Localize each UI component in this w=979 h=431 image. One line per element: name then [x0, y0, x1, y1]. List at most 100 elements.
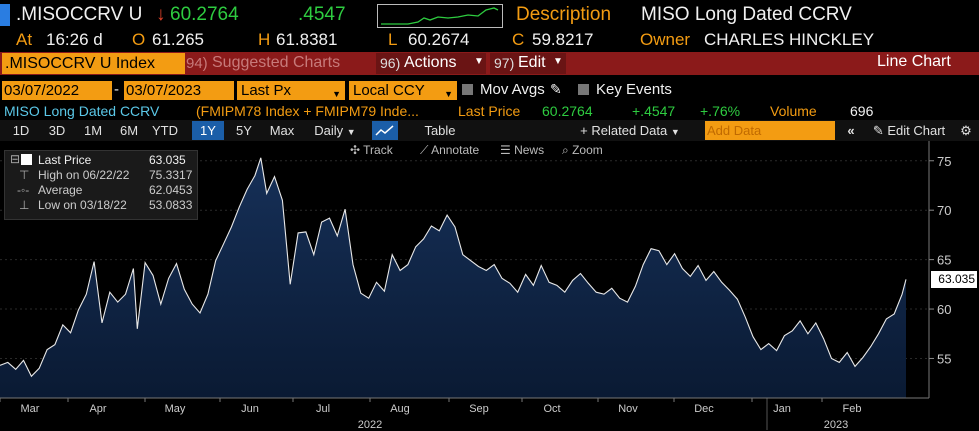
edit-label: Edit [518, 54, 546, 71]
chart-tool-label: Zoom [572, 143, 603, 157]
add-data-input[interactable]: Add Data [705, 121, 835, 140]
key-events-checkbox[interactable] [578, 84, 589, 95]
last-price-label: Last Price [458, 103, 521, 119]
net-change: .4547 [298, 4, 346, 25]
average-marker-icon: -◦- [17, 183, 30, 197]
series-formula: (FMIPM78 Index + FMIPM79 Inde... [196, 103, 419, 119]
key-events-label[interactable]: Key Events [596, 81, 672, 98]
low-value: 60.2674 [408, 30, 470, 49]
period-button-3d[interactable]: 3D [48, 123, 66, 138]
mov-avgs-checkbox[interactable] [462, 84, 473, 95]
gear-icon[interactable]: ⚙ [960, 123, 972, 138]
stats-low-value: 53.0833 [149, 198, 193, 212]
date-range-dash: - [114, 81, 119, 98]
chart-tool-annotate[interactable]: ⟋ Annotate [420, 143, 479, 158]
pencil-icon: ✎ [872, 123, 888, 138]
x-tick-label: May [165, 403, 186, 415]
related-data-label: + Related Data [580, 123, 668, 138]
line-chart-icon-path [375, 125, 394, 136]
quote-time: 16:26 d [46, 30, 103, 49]
track-icon: ✣ [350, 143, 364, 157]
suggested-charts-button[interactable]: Suggested Charts [212, 54, 341, 71]
owner-value: CHARLES HINCKLEY [704, 30, 875, 49]
suggested-charts-num: 94) [186, 55, 208, 72]
annotate-icon: ⟋ [420, 143, 432, 157]
mov-avgs-label[interactable]: Mov Avgs [480, 81, 545, 98]
stats-avg-label: Average [38, 183, 83, 197]
chart-tool-track[interactable]: ✣ Track [350, 143, 393, 157]
year-label: 2022 [358, 419, 382, 431]
x-tick-label: Mar [21, 403, 40, 415]
period-button-5y[interactable]: 5Y [236, 123, 252, 138]
edit-chart-button[interactable]: ✎ Edit Chart [864, 121, 954, 140]
last-price-value: 60.2764 [542, 103, 593, 119]
close-label: C [512, 30, 525, 49]
ticker[interactable]: .MISOCCRV U [16, 4, 143, 25]
chart-tool-zoom[interactable]: ⌕ Zoom [562, 143, 603, 158]
chart-tool-label: Annotate [431, 143, 480, 157]
low-label: L [388, 30, 398, 49]
y-tick-label: 65 [937, 253, 951, 268]
minus-icon[interactable]: ⊟ [10, 152, 21, 166]
field-selector-label: Last Px [241, 82, 292, 99]
x-tick-label: Jan [773, 403, 791, 415]
stats-high-value: 75.3317 [149, 168, 193, 182]
close-value: 59.8217 [532, 30, 594, 49]
series-legend-line: MISO Long Dated CCRV (FMIPM78 Index + FM… [0, 102, 979, 120]
period-button-1d[interactable]: 1D [12, 123, 30, 138]
actions-menu[interactable]: 96) Actions ▼ [376, 53, 486, 74]
low-marker-icon: ⊥ [19, 198, 30, 212]
x-tick-label: Nov [618, 403, 638, 415]
price-chart[interactable]: 55 60 65 70 75 Mar Apr May Jun Jul Aug Sep Oct Nov De… [0, 141, 979, 431]
chevron-down-icon: ▼ [474, 56, 484, 67]
chevron-down-icon: ▼ [332, 89, 341, 99]
description-value: MISO Long Dated CCRV [641, 4, 852, 25]
last-price: 60.2764 [170, 4, 239, 25]
params-row: 03/07/2022 - 03/07/2023 Last Px ▼ Local … [0, 81, 979, 101]
pencil-icon[interactable]: ✎ [550, 81, 562, 97]
pct-change-value: +.76% [700, 103, 741, 119]
table-button[interactable]: Table [424, 123, 456, 138]
at-label: At [16, 30, 33, 49]
period-button-6m[interactable]: 6M [119, 123, 139, 138]
field-selector[interactable]: Last Px ▼ [237, 81, 345, 100]
end-date-field[interactable]: 03/07/2023 [124, 81, 234, 100]
y-tick-label: 55 [937, 351, 951, 366]
period-button-max[interactable]: Max [269, 123, 295, 138]
last-price-tag: 63.035 [931, 271, 977, 289]
edit-menu[interactable]: 97) Edit ▼ [490, 53, 566, 74]
related-data-menu[interactable]: + Related Data ▼ [570, 121, 690, 140]
zoom-icon: ⌕ [562, 143, 573, 157]
frequency-selector[interactable]: Daily ▼ [306, 121, 364, 140]
line-chart-icon[interactable] [372, 121, 398, 140]
x-tick-label: Sep [469, 403, 489, 415]
open-label: O [132, 30, 146, 49]
stats-avg-value: 62.0453 [149, 183, 193, 197]
frequency-label: Daily [314, 123, 344, 138]
period-button-ytd[interactable]: YTD [152, 123, 178, 138]
chart-tool-news[interactable]: ☰ News [500, 143, 544, 157]
edit-chart-label: Edit Chart [887, 123, 946, 138]
x-tick-label: Dec [694, 403, 714, 415]
volume-label: Volume [770, 103, 817, 119]
news-icon: ☰ [500, 143, 515, 157]
stats-box: ⊟ Last Price 63.035 ⊤ High on 06/22/22 7… [4, 150, 198, 220]
y-tick-label: 75 [937, 154, 951, 169]
currency-selector[interactable]: Local CCY ▼ [349, 81, 457, 100]
owner-label: Owner [640, 30, 691, 49]
period-button-1m[interactable]: 1M [83, 123, 103, 138]
period-button-1y[interactable]: 1Y [192, 121, 224, 140]
security-color-marker [0, 4, 10, 26]
y-tick-label: 60 [937, 302, 951, 317]
start-date-field[interactable]: 03/07/2022 [2, 81, 112, 100]
high-label: H [258, 30, 271, 49]
actions-num: 96) [380, 55, 401, 71]
x-tick-label: Feb [843, 403, 862, 415]
change-value: +.4547 [632, 103, 676, 119]
currency-selector-label: Local CCY [353, 82, 425, 99]
chevron-down-icon: ▼ [444, 89, 453, 99]
stats-high-label: High on 06/22/22 [38, 168, 130, 182]
security-field[interactable]: .MISOCCRV U Index [2, 53, 185, 74]
double-chevron-left-icon[interactable]: « [847, 123, 855, 138]
down-arrow-icon: ↓ [156, 4, 166, 25]
